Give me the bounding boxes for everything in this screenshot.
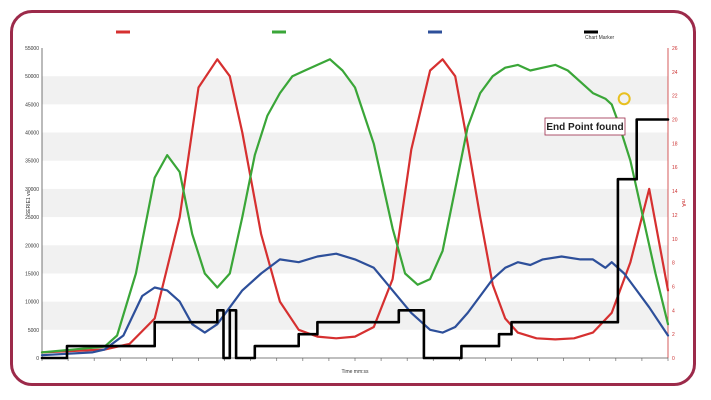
y-axis-title-right: mA	[680, 199, 686, 207]
grid-band	[42, 301, 668, 330]
grid-band	[42, 188, 668, 218]
y-tick-label-right: 2	[672, 332, 675, 338]
y-tick-label-right: 26	[672, 46, 678, 52]
series-line-2	[40, 252, 670, 357]
y-tick-label-right: 10	[672, 237, 678, 243]
y-tick-label-left: 20000	[25, 243, 39, 249]
y-tick-label-right: 18	[672, 141, 678, 147]
y-tick-label-right: 24	[672, 70, 678, 76]
y-tick-label-left: 15000	[25, 271, 39, 277]
series-line-0	[40, 58, 670, 354]
y-tick-label-right: 14	[672, 189, 678, 195]
y-tick-label-right: 4	[672, 308, 675, 314]
y-tick-label-left: 0	[36, 356, 39, 362]
y-tick-label-left: 45000	[25, 102, 39, 108]
y-tick-label-left: 30000	[25, 187, 39, 193]
y-tick-label-left: 10000	[25, 300, 39, 306]
y-tick-label-left: 35000	[25, 159, 39, 165]
y-tick-label-left: 40000	[25, 131, 39, 137]
legend-label: Chart Marker	[585, 35, 615, 41]
grid-band	[42, 132, 668, 161]
y-tick-label-left: 50000	[25, 74, 39, 80]
y-tick-label-right: 20	[672, 118, 678, 124]
y-tick-label-right: 8	[672, 261, 675, 267]
y-tick-label-left: 25000	[25, 215, 39, 221]
y-axis-title-left: SERIE1 vs	[26, 190, 32, 215]
y-tick-label-left: 55000	[25, 46, 39, 52]
y-tick-label-right: 6	[672, 284, 675, 290]
annotation-label: End Point found	[546, 122, 623, 133]
y-tick-label-right: 0	[672, 356, 675, 362]
annotation-box	[544, 117, 626, 136]
y-tick-label-left: 5000	[28, 328, 39, 334]
end-point-marker	[617, 92, 631, 106]
x-axis-title: Time mm:ss	[341, 369, 369, 375]
y-tick-label-right: 22	[672, 94, 678, 100]
y-tick-label-right: 16	[672, 165, 678, 171]
y-tick-label-right: 12	[672, 213, 678, 219]
series-line-1	[40, 58, 670, 354]
series-line-3	[40, 118, 670, 360]
